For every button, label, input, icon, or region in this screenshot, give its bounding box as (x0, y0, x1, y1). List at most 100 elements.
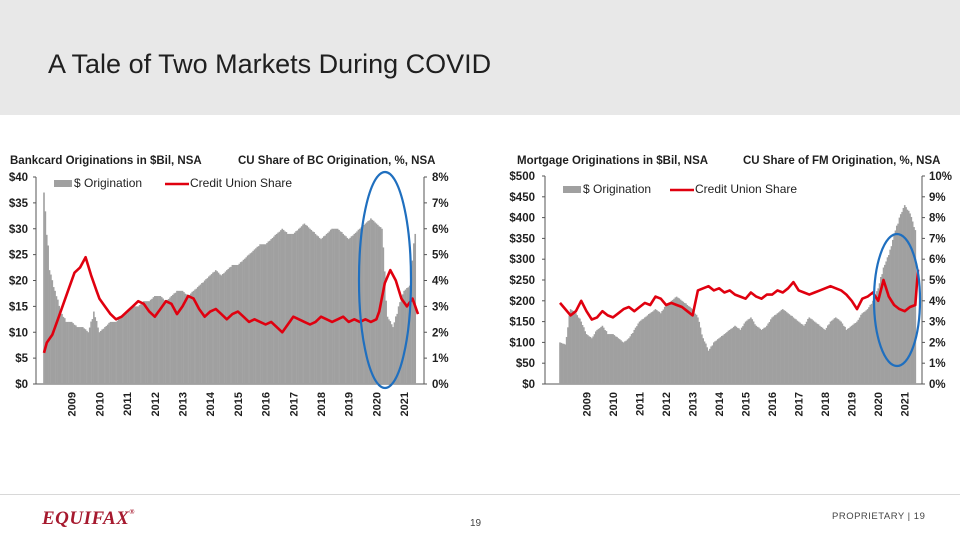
origination-bar (832, 319, 834, 384)
origination-bar (141, 302, 144, 384)
y-tick-label: $25 (9, 250, 29, 262)
origination-bar (75, 325, 77, 384)
origination-bar (134, 306, 137, 384)
origination-bar (613, 335, 616, 384)
origination-bar (339, 231, 342, 384)
origination-bar (868, 307, 870, 384)
origination-bar (192, 290, 195, 384)
legend-bar-swatch (54, 180, 72, 187)
origination-bar (88, 327, 91, 384)
origination-bar (690, 308, 693, 384)
origination-bar (242, 259, 245, 384)
origination-bar (80, 327, 83, 384)
origination-bar (292, 233, 295, 384)
origination-bar (66, 321, 69, 384)
origination-bar (346, 237, 349, 384)
origination-bar (606, 334, 609, 384)
origination-bar (644, 317, 646, 384)
slide-title: A Tale of Two Markets During COVID (48, 49, 492, 79)
origination-bar (709, 348, 711, 384)
origination-bar (833, 318, 836, 384)
origination-bar (667, 302, 670, 384)
origination-bar (612, 334, 614, 384)
origination-bar (63, 318, 66, 384)
origination-bar (702, 338, 704, 384)
origination-bar (70, 321, 73, 384)
origination-bar (55, 296, 58, 384)
x-tick-label: 2017 (794, 392, 806, 416)
x-tick-label: 2018 (820, 392, 832, 416)
origination-bar (176, 290, 178, 384)
origination-bar (83, 328, 85, 384)
y-tick-label: $100 (509, 337, 535, 349)
origination-bar (303, 223, 306, 384)
origination-bar (780, 309, 783, 384)
origination-bar (862, 312, 865, 384)
origination-bar (834, 317, 837, 384)
y2-tick-label: 10% (929, 171, 952, 183)
origination-bar (909, 213, 911, 384)
origination-bar (710, 346, 712, 384)
origination-bar (750, 317, 752, 384)
origination-bar (824, 329, 826, 384)
origination-bar (111, 321, 113, 384)
equifax-logo: EQUIFAX® (42, 508, 135, 530)
origination-bar (116, 320, 119, 384)
origination-bar (903, 205, 906, 384)
origination-bar (866, 309, 869, 384)
x-tick-label: 2019 (847, 392, 859, 416)
origination-bar (617, 338, 620, 384)
origination-bar (857, 319, 860, 384)
origination-bar (209, 275, 212, 384)
origination-bar (910, 216, 913, 384)
origination-bar (637, 323, 640, 384)
y2-tick-label: 7% (929, 233, 946, 245)
origination-bar (636, 326, 638, 384)
origination-bar (288, 233, 290, 384)
origination-bar (795, 319, 797, 384)
origination-bar (314, 233, 317, 384)
origination-bar (289, 233, 292, 384)
origination-bar (109, 321, 112, 384)
origination-bar (298, 228, 300, 384)
origination-bar (563, 343, 565, 384)
origination-bar (576, 315, 579, 384)
origination-bar (144, 301, 146, 384)
origination-bar (837, 319, 840, 384)
y-tick-label: $40 (9, 172, 28, 184)
y-tick-label: $35 (9, 198, 29, 210)
origination-bar (633, 329, 636, 384)
origination-bar (589, 336, 592, 384)
origination-bar (571, 310, 573, 384)
origination-bar (224, 271, 227, 384)
origination-bar (567, 327, 569, 384)
origination-bar (357, 229, 360, 384)
origination-bar (105, 325, 108, 384)
origination-bar (259, 244, 261, 384)
origination-bar (622, 342, 625, 384)
y-tick-label: $5 (15, 353, 28, 365)
y-tick-label: $500 (509, 171, 535, 183)
origination-bar (172, 294, 174, 384)
origination-bar (715, 340, 718, 384)
origination-bar (732, 326, 735, 384)
origination-bar (73, 324, 76, 384)
origination-bar (695, 314, 698, 384)
origination-bar (811, 319, 813, 384)
origination-bar (306, 225, 308, 384)
origination-bar (196, 287, 199, 384)
origination-bar (352, 235, 354, 384)
origination-bar (650, 312, 653, 384)
y-tick-label: $450 (509, 192, 535, 204)
origination-bar (734, 325, 736, 384)
y2-tick-label: 1% (929, 358, 946, 370)
origination-bar (385, 300, 387, 384)
origination-bar (149, 299, 152, 384)
origination-bar (657, 311, 659, 384)
origination-bar (300, 226, 303, 384)
origination-bar (307, 227, 310, 384)
origination-bar (821, 327, 824, 384)
origination-bar (751, 319, 754, 384)
origination-bar (819, 325, 821, 384)
origination-bar (560, 342, 563, 384)
